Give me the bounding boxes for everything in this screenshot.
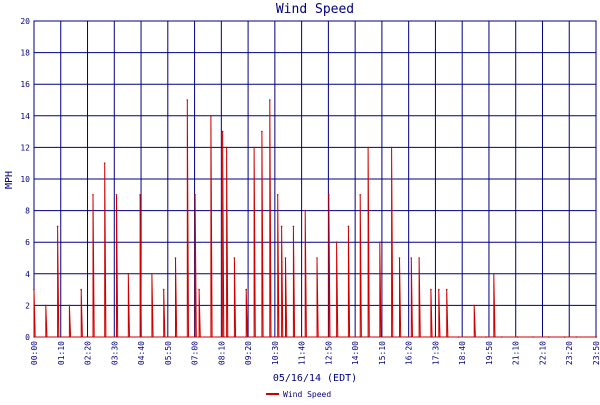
data-point (56, 225, 59, 228)
data-point (548, 336, 550, 338)
legend-label: Wind Speed (283, 390, 331, 399)
data-point (304, 209, 307, 212)
x-tick-label: 07:00 (191, 341, 200, 365)
data-point (269, 99, 271, 101)
data-point (45, 304, 47, 307)
data-point (418, 257, 420, 259)
data-point (92, 194, 94, 196)
data-point (328, 194, 330, 196)
data-point (438, 288, 440, 291)
data-point (261, 130, 263, 133)
data-point (151, 273, 153, 275)
x-tick-label: 12:50 (324, 341, 333, 365)
data-point (445, 288, 448, 291)
data-point (292, 225, 295, 228)
y-tick-label: 0 (25, 333, 30, 342)
y-tick-label: 2 (25, 301, 30, 310)
x-tick-label: 23:20 (565, 341, 574, 365)
data-point (115, 194, 118, 196)
data-point (485, 336, 487, 338)
data-point (367, 146, 369, 149)
x-axis-label: 05/16/14 (EDT) (273, 373, 357, 384)
data-point (516, 336, 519, 338)
data-point (225, 146, 228, 149)
data-point (276, 194, 279, 196)
data-point (139, 194, 141, 196)
data-point (221, 130, 224, 133)
data-point (245, 288, 247, 291)
x-tick-label: 00:00 (30, 341, 39, 365)
y-tick-label: 12 (20, 143, 30, 152)
x-tick-label: 02:20 (84, 341, 93, 365)
x-tick-label: 10:30 (271, 341, 280, 365)
data-point (493, 273, 495, 275)
y-tick-label: 8 (25, 207, 30, 216)
y-tick-label: 6 (25, 238, 30, 247)
y-tick-label: 10 (20, 175, 30, 184)
series-group (33, 99, 598, 338)
y-tick-label: 4 (25, 270, 30, 279)
data-point (347, 225, 350, 228)
y-tick-label: 14 (20, 112, 30, 121)
x-tick-label: 14:00 (351, 341, 360, 365)
data-point (335, 241, 338, 243)
data-point (284, 257, 287, 259)
data-point (198, 288, 200, 291)
x-tick-label: 03:30 (110, 341, 119, 365)
y-axis-label: MPH (4, 171, 15, 189)
data-point (280, 225, 283, 228)
data-point (316, 257, 318, 259)
x-tick-label: 17:30 (431, 341, 440, 365)
data-point (430, 288, 432, 291)
y-tick-label: 20 (20, 17, 30, 26)
data-point (379, 241, 381, 243)
x-tick-label: 15:10 (378, 341, 387, 365)
data-point (103, 162, 106, 164)
y-tick-label: 16 (20, 80, 30, 89)
x-tick-label: 22:10 (538, 341, 547, 365)
data-point (127, 273, 130, 275)
data-point (194, 194, 196, 196)
y-tick-labels: 0 2 4 6 8 10 12 14 16 18 20 (20, 17, 30, 342)
data-point (253, 146, 255, 149)
data-point (563, 336, 566, 338)
data-point (186, 99, 189, 101)
data-point (398, 257, 401, 259)
chart-title: Wind Speed (276, 2, 354, 17)
x-tick-label: 19:50 (485, 341, 494, 365)
x-tick-labels: 00:00 01:10 02:20 03:30 04:40 05:50 07:00 08:10… (30, 341, 600, 365)
data-point (410, 257, 413, 259)
data-point (162, 288, 165, 291)
data-point (174, 257, 177, 259)
data-point (80, 288, 82, 291)
data-point (473, 304, 476, 307)
data-point (500, 336, 503, 338)
data-point (457, 336, 460, 338)
x-tick-label: 23:50 (592, 341, 600, 365)
x-tick-label: 09:20 (244, 341, 253, 365)
x-tick-label: 21:10 (512, 341, 521, 365)
data-point (390, 146, 393, 149)
x-tick-label: 11:40 (298, 341, 307, 365)
x-tick-label: 04:40 (137, 341, 146, 365)
legend: Wind Speed (266, 390, 331, 399)
x-tick-label: 05:50 (164, 341, 173, 365)
data-point (595, 336, 597, 338)
x-tick-label: 01:10 (57, 341, 66, 365)
data-point (68, 304, 71, 307)
series-line-wind-speed (33, 99, 598, 338)
data-point (33, 288, 35, 291)
data-point (233, 257, 236, 259)
y-tick-label: 18 (20, 49, 30, 58)
x-tick-label: 16:20 (405, 341, 414, 365)
data-point (532, 336, 534, 338)
x-tick-label: 18:40 (458, 341, 467, 365)
x-tick-label: 08:10 (217, 341, 226, 365)
data-point (359, 194, 362, 196)
data-point (210, 115, 212, 117)
data-point (575, 336, 578, 338)
